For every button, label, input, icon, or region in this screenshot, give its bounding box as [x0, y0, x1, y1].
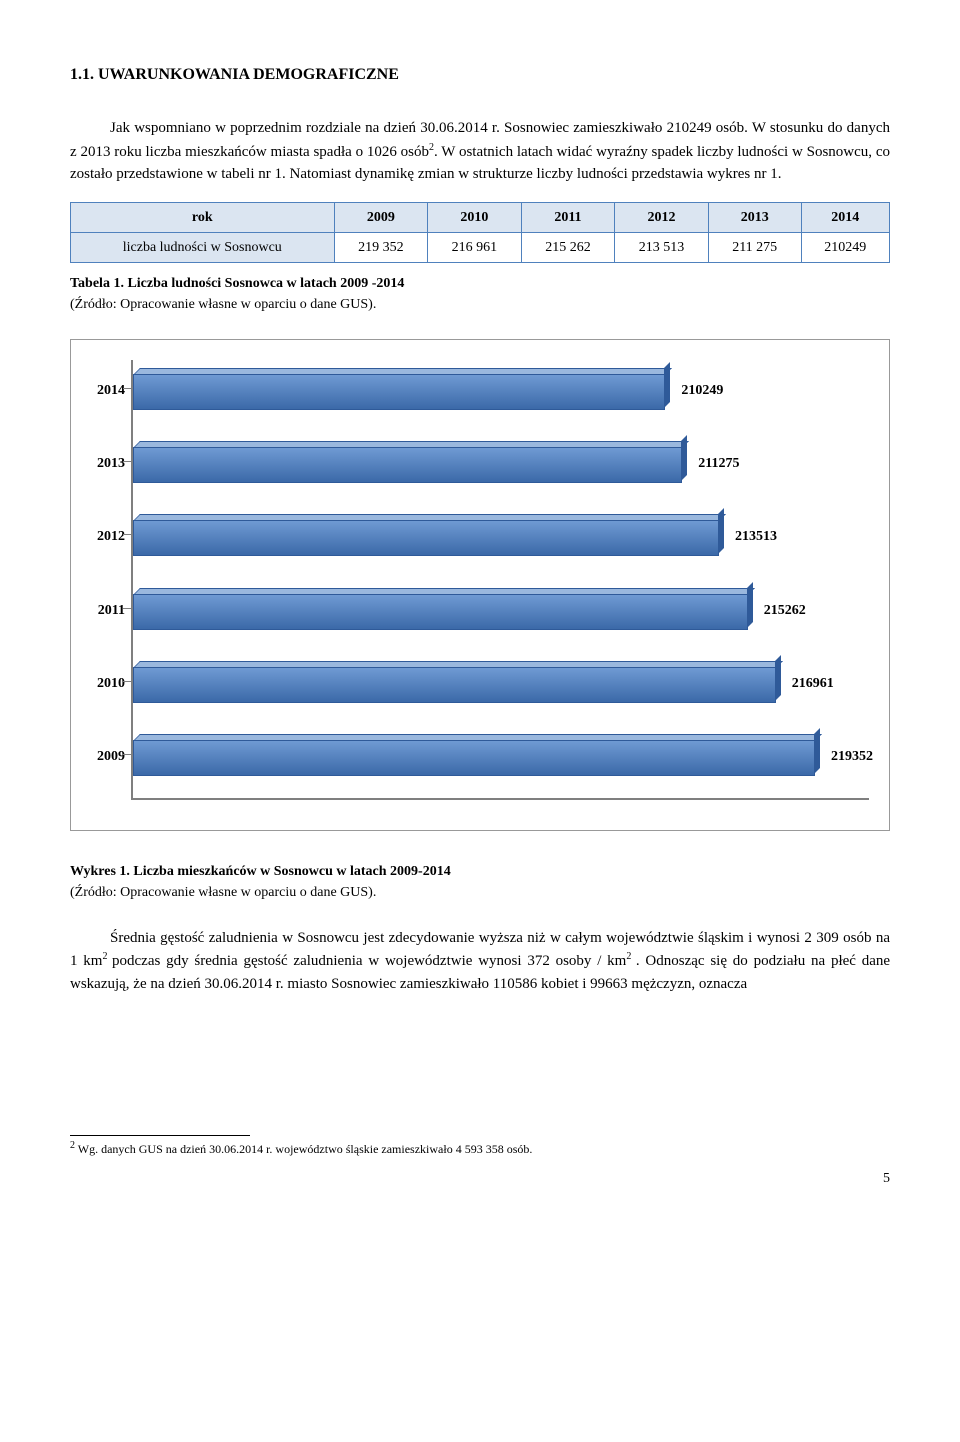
- caption2-rest: (Źródło: Opracowanie własne w oparciu o …: [70, 885, 376, 900]
- td-val: 219 352: [334, 232, 428, 262]
- chart-y-label: 2011: [81, 600, 125, 621]
- th-rok: rok: [71, 202, 335, 232]
- chart-y-label: 2013: [81, 453, 125, 474]
- chart-tick: [123, 461, 133, 462]
- p2-sup-b: 2: [626, 951, 636, 962]
- chart-tick: [123, 681, 133, 682]
- chart-tick: [123, 754, 133, 755]
- caption1-rest: (Źródło: Opracowanie własne w oparciu o …: [70, 297, 376, 312]
- td-val: 215 262: [521, 232, 615, 262]
- p2-sup-a: 2: [102, 951, 112, 962]
- th-year: 2013: [708, 202, 801, 232]
- chart-y-label: 2014: [81, 380, 125, 401]
- chart-y-label: 2010: [81, 673, 125, 694]
- chart-value-label: 219352: [831, 746, 873, 767]
- chart-container: 2014 210249 2013 211275 2012 213513 2011 215262…: [70, 339, 890, 831]
- paragraph-2: Średnia gęstość zaludnienia w Sosnowcu j…: [70, 927, 890, 996]
- chart-y-label: 2009: [81, 746, 125, 767]
- chart-value-label: 211275: [698, 453, 739, 474]
- th-year: 2009: [334, 202, 428, 232]
- td-row-label: liczba ludności w Sosnowcu: [71, 232, 335, 262]
- chart-value-label: 216961: [792, 673, 834, 694]
- chart-axis-x: [131, 798, 869, 800]
- th-year: 2011: [521, 202, 615, 232]
- chart-y-label: 2012: [81, 526, 125, 547]
- population-chart: 2014 210249 2013 211275 2012 213513 2011 215262…: [81, 360, 869, 820]
- th-year: 2012: [615, 202, 709, 232]
- td-val: 211 275: [708, 232, 801, 262]
- footnote-text: Wg. danych GUS na dzień 30.06.2014 r. wo…: [75, 1142, 532, 1156]
- th-year: 2010: [428, 202, 522, 232]
- chart-value-label: 210249: [681, 380, 723, 401]
- chart-tick: [123, 608, 133, 609]
- caption1-bold: Tabela 1. Liczba ludności Sosnowca w lat…: [70, 276, 404, 291]
- table-data-row: liczba ludności w Sosnowcu 219 352 216 9…: [71, 232, 890, 262]
- section-heading: 1.1. UWARUNKOWANIA DEMOGRAFICZNE: [70, 63, 890, 87]
- table-caption: Tabela 1. Liczba ludności Sosnowca w lat…: [70, 273, 890, 315]
- caption2-bold: Wykres 1. Liczba mieszkańców w Sosnowcu …: [70, 864, 451, 879]
- chart-value-label: 215262: [764, 600, 806, 621]
- population-table: rok 2009 2010 2011 2012 2013 2014 liczba…: [70, 202, 890, 263]
- chart-caption: Wykres 1. Liczba mieszkańców w Sosnowcu …: [70, 861, 890, 903]
- chart-axis-y: [131, 360, 133, 800]
- footnote: 2 Wg. danych GUS na dzień 30.06.2014 r. …: [70, 1138, 890, 1158]
- p2-text-b: podczas gdy średnia gęstość zaludnienia …: [112, 953, 626, 969]
- th-year: 2014: [801, 202, 889, 232]
- td-val: 213 513: [615, 232, 709, 262]
- table-header-row: rok 2009 2010 2011 2012 2013 2014: [71, 202, 890, 232]
- td-val: 216 961: [428, 232, 522, 262]
- paragraph-1: Jak wspomniano w poprzednim rozdziale na…: [70, 117, 890, 186]
- page-number: 5: [70, 1168, 890, 1189]
- chart-tick: [123, 388, 133, 389]
- chart-value-label: 213513: [735, 526, 777, 547]
- td-val: 210249: [801, 232, 889, 262]
- chart-tick: [123, 534, 133, 535]
